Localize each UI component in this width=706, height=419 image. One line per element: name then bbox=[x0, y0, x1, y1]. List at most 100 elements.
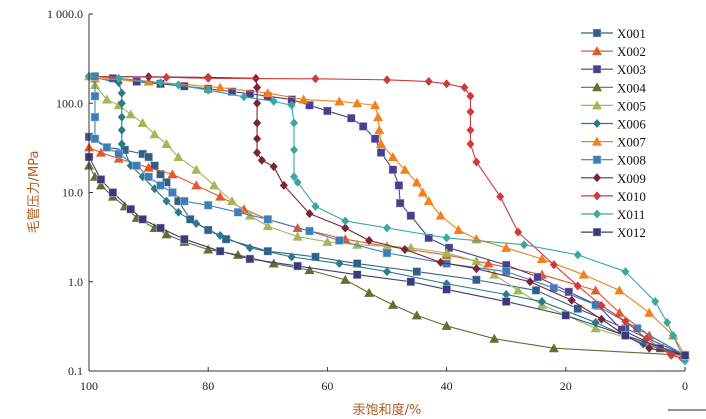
data-point bbox=[590, 323, 601, 333]
data-point bbox=[471, 256, 482, 266]
legend-marker bbox=[592, 28, 602, 38]
data-point bbox=[346, 113, 356, 123]
data-point bbox=[117, 112, 126, 122]
data-point bbox=[400, 244, 409, 254]
series-line bbox=[94, 77, 686, 356]
data-point bbox=[536, 253, 547, 263]
data-point bbox=[161, 229, 172, 239]
data-point bbox=[621, 267, 630, 277]
data-point bbox=[526, 277, 535, 287]
data-point bbox=[227, 87, 237, 96]
data-point bbox=[143, 162, 154, 172]
data-point bbox=[537, 297, 546, 307]
data-point bbox=[501, 267, 511, 276]
data-point bbox=[352, 98, 363, 108]
data-point bbox=[156, 170, 165, 179]
legend-item: X005 bbox=[581, 98, 646, 113]
data-point bbox=[253, 118, 262, 128]
data-point bbox=[257, 155, 266, 165]
data-point bbox=[621, 331, 630, 340]
data-point bbox=[108, 188, 118, 197]
legend-label: X001 bbox=[617, 26, 646, 41]
data-point bbox=[174, 80, 183, 90]
data-point bbox=[305, 100, 314, 110]
legend-item: X009 bbox=[581, 171, 646, 186]
data-point bbox=[352, 239, 363, 249]
data-point bbox=[293, 177, 302, 187]
data-point bbox=[442, 285, 451, 294]
data-point bbox=[501, 242, 512, 252]
data-point bbox=[96, 175, 106, 184]
data-point bbox=[239, 92, 248, 102]
data-point bbox=[305, 209, 314, 219]
data-point bbox=[395, 198, 405, 208]
data-point bbox=[502, 289, 511, 299]
data-point bbox=[227, 196, 238, 206]
x-tick-label: 80 bbox=[202, 379, 214, 393]
data-point bbox=[144, 172, 153, 182]
data-point bbox=[298, 94, 309, 104]
data-point bbox=[513, 285, 524, 295]
data-point bbox=[549, 260, 558, 270]
data-point bbox=[383, 75, 391, 85]
data-point bbox=[144, 152, 153, 162]
data-point bbox=[279, 180, 288, 190]
data-point bbox=[126, 204, 135, 214]
data-point bbox=[290, 172, 299, 182]
data-point bbox=[399, 164, 410, 174]
data-point bbox=[149, 129, 160, 139]
y-tick-label: 1 000.0 bbox=[47, 7, 83, 21]
data-point bbox=[567, 295, 576, 305]
legend-item: X007 bbox=[581, 135, 646, 150]
data-point bbox=[191, 164, 202, 174]
data-point bbox=[117, 88, 126, 98]
data-point bbox=[323, 106, 332, 116]
data-point bbox=[167, 169, 178, 179]
data-point bbox=[531, 286, 541, 295]
data-point bbox=[269, 162, 278, 172]
data-point bbox=[442, 233, 451, 243]
data-point bbox=[590, 285, 601, 295]
data-point bbox=[374, 125, 385, 135]
data-point bbox=[621, 316, 630, 326]
data-point bbox=[548, 343, 559, 353]
legend-label: X012 bbox=[617, 225, 646, 240]
data-point bbox=[680, 351, 690, 360]
data-point bbox=[95, 180, 106, 190]
data-point bbox=[168, 188, 177, 197]
data-point bbox=[203, 244, 214, 254]
data-point bbox=[287, 100, 296, 110]
legend-marker bbox=[592, 46, 602, 56]
data-point bbox=[520, 240, 529, 250]
legend-item: X008 bbox=[581, 153, 646, 168]
data-point bbox=[394, 181, 404, 190]
y-tick-label: 100.0 bbox=[56, 96, 83, 110]
plot-area bbox=[84, 71, 690, 366]
data-point bbox=[358, 122, 368, 131]
data-point bbox=[573, 250, 582, 260]
data-point bbox=[412, 267, 422, 276]
data-point bbox=[334, 96, 345, 106]
data-point bbox=[253, 98, 262, 108]
data-point bbox=[304, 265, 315, 275]
data-point bbox=[561, 311, 571, 320]
data-point bbox=[269, 96, 278, 106]
data-point bbox=[216, 230, 225, 240]
data-point bbox=[173, 151, 184, 161]
data-point bbox=[204, 73, 213, 83]
data-point bbox=[215, 246, 225, 256]
legend-label: X011 bbox=[617, 207, 645, 222]
data-point bbox=[233, 208, 243, 217]
legend-label: X007 bbox=[617, 135, 646, 150]
data-point bbox=[651, 297, 660, 307]
data-point bbox=[262, 221, 273, 231]
data-point bbox=[101, 94, 112, 104]
data-point bbox=[90, 112, 100, 122]
data-point bbox=[423, 196, 434, 206]
data-point bbox=[114, 73, 123, 83]
data-point bbox=[669, 330, 678, 340]
data-point bbox=[597, 314, 606, 324]
data-point bbox=[352, 259, 362, 268]
legend-marker bbox=[593, 209, 601, 219]
data-point bbox=[102, 143, 112, 152]
